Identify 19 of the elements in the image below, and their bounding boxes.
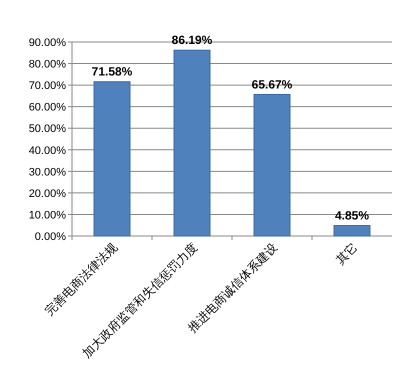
y-tick-label: 10.00% xyxy=(28,209,66,222)
data-label: 71.58% xyxy=(92,64,133,79)
bar xyxy=(174,50,210,236)
y-tick-label: 50.00% xyxy=(28,123,66,136)
y-tick-label: 70.00% xyxy=(28,80,66,92)
y-tick-label: 0.00% xyxy=(34,231,66,243)
y-tick-label: 80.00% xyxy=(28,58,66,71)
data-label: 65.67% xyxy=(252,77,293,92)
data-label: 86.19% xyxy=(172,33,213,48)
y-tick-label: 20.00% xyxy=(28,188,66,200)
bar xyxy=(254,94,290,236)
data-label: 4.85% xyxy=(334,208,370,223)
bar xyxy=(334,225,370,236)
y-tick-label: 60.00% xyxy=(28,102,66,114)
y-tick-label: 30.00% xyxy=(28,166,66,178)
y-tick-label: 90.00% xyxy=(28,37,66,49)
x-tick-label: 其它 xyxy=(333,240,360,268)
bar xyxy=(94,81,130,236)
y-tick-label: 40.00% xyxy=(28,144,66,157)
